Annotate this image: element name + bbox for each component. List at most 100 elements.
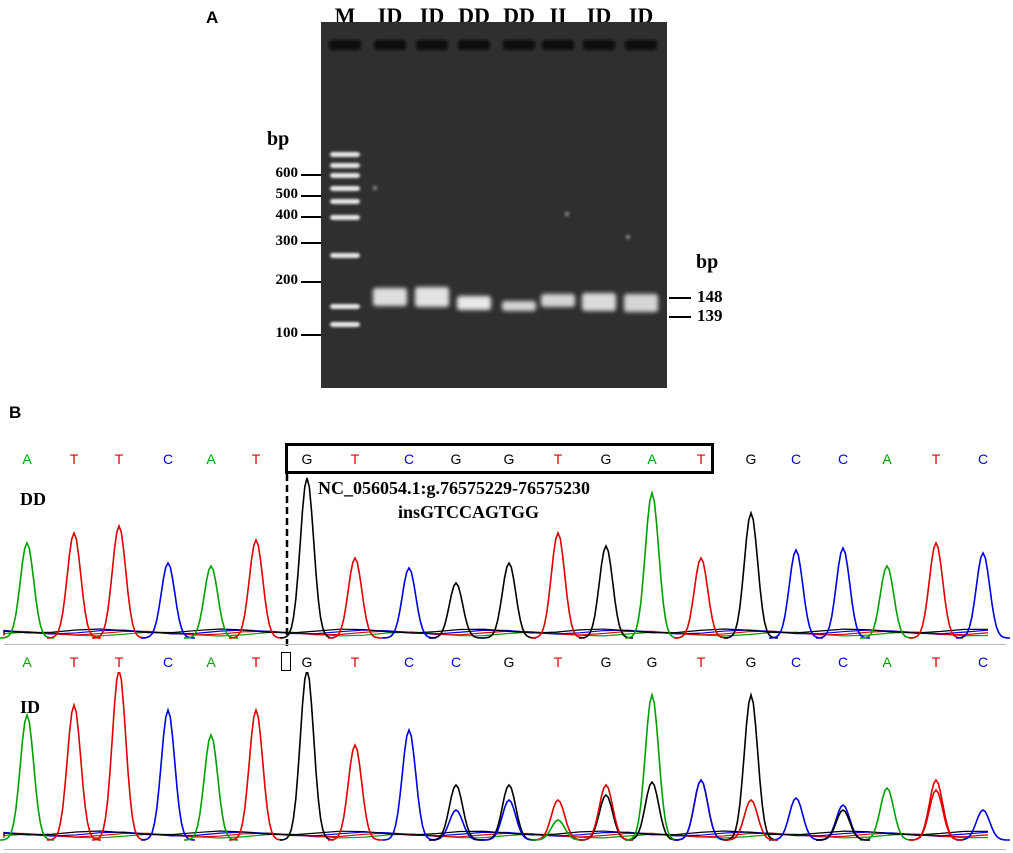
- ladder-tick-400: [301, 216, 321, 218]
- well-7: [625, 40, 657, 50]
- ladder-label-400: 400: [275, 207, 299, 223]
- ladder-tick-500: [301, 195, 321, 197]
- base-top-9: G: [450, 451, 462, 467]
- base-top-15: G: [745, 451, 757, 467]
- secondary-peak-bottom-2: [531, 819, 585, 841]
- peak-bottom-8: [381, 727, 437, 841]
- base-bottom-20: C: [977, 654, 989, 670]
- base-bottom-12: G: [600, 654, 612, 670]
- base-bottom-19: T: [931, 654, 941, 670]
- peak-bottom-4: [183, 732, 239, 841]
- base-bottom-3: C: [162, 654, 174, 670]
- baseline-trace-top-1: [3, 630, 989, 636]
- right-unit-label: bp: [696, 251, 719, 273]
- peak-top-4: [183, 564, 239, 639]
- ladder-band-1: [330, 163, 360, 168]
- baseline-trace-top-2: [3, 629, 989, 635]
- ladder-label-100: 100: [275, 325, 299, 341]
- peak-top-8: [381, 566, 437, 639]
- peak-top-20: [955, 551, 1011, 639]
- peak-top-15: [723, 510, 779, 639]
- peak-top-1: [46, 530, 102, 639]
- base-bottom-5: T: [251, 654, 261, 670]
- secondary-peak-bottom-7: [816, 808, 870, 841]
- peak-bottom-13: [624, 780, 680, 841]
- ladder-band-4: [330, 199, 360, 204]
- secondary-peak-bottom-1: [482, 798, 536, 841]
- sample-band-0: [373, 288, 407, 306]
- peak-top-7: [327, 556, 383, 639]
- tick-139: [669, 316, 691, 318]
- insertion-box: [285, 443, 714, 474]
- genotype-label-dd: DD: [20, 489, 46, 509]
- peak-bottom-1: [46, 702, 102, 841]
- gel-image: [321, 22, 667, 388]
- secondary-peak-bottom-0: [428, 783, 484, 841]
- gel-speck-1: [564, 211, 570, 217]
- peak-top-3: [140, 561, 196, 639]
- secondary-peak-bottom-5: [673, 778, 729, 841]
- peak-bottom-5: [228, 707, 284, 841]
- peak-top-0: [0, 540, 55, 639]
- peak-top-16: [768, 548, 824, 639]
- chromatogram-id: [0, 672, 1010, 841]
- baseline-trace-bottom-2: [3, 831, 989, 837]
- peak-top-19: [908, 540, 964, 639]
- well-1: [374, 40, 406, 50]
- ladder-tick-300: [301, 242, 321, 244]
- well-6: [583, 40, 615, 50]
- ladder-band-7: [330, 304, 360, 309]
- tick-148: [669, 297, 691, 299]
- peak-bottom-7: [327, 742, 383, 841]
- base-top-4: A: [206, 451, 216, 467]
- base-top-19: T: [931, 451, 941, 467]
- annotation-line-1: NC_056054.1:g.76575229-76575230: [318, 478, 590, 498]
- ladder-band-3: [330, 186, 360, 191]
- well-3: [458, 40, 490, 50]
- base-top-20: C: [977, 451, 989, 467]
- ladder-unit-label: bp: [267, 128, 290, 150]
- base-bottom-11: T: [553, 654, 563, 670]
- peak-top-10: [481, 561, 537, 639]
- track-separator-bottom: [4, 849, 1006, 850]
- dashed-connector: [285, 474, 289, 648]
- base-top-11: T: [553, 451, 563, 467]
- base-bottom-0: A: [22, 654, 32, 670]
- base-bottom-13: G: [646, 654, 658, 670]
- peak-top-6: [279, 477, 335, 639]
- peak-bottom-6: [279, 672, 335, 841]
- ladder-band-5: [330, 215, 360, 220]
- base-bottom-8: C: [403, 654, 415, 670]
- gel-speck-0: [372, 185, 378, 191]
- base-bottom-14: T: [696, 654, 706, 670]
- base-top-17: C: [837, 451, 849, 467]
- peak-bottom-0: [0, 712, 55, 841]
- base-top-7: T: [350, 451, 360, 467]
- genotype-label-id: ID: [20, 697, 41, 717]
- gel-speck-2: [625, 234, 631, 240]
- peak-bottom-20: [956, 808, 1010, 841]
- peak-top-9: [428, 581, 484, 639]
- sample-band-4: [541, 294, 575, 307]
- secondary-peak-bottom-8: [908, 788, 964, 841]
- sample-band-1: [415, 287, 449, 307]
- sample-band-6: [624, 294, 658, 312]
- panel-a-label: A: [206, 8, 219, 27]
- peak-top-18: [859, 564, 915, 639]
- base-bottom-4: A: [206, 654, 216, 670]
- peak-bottom-2: [91, 672, 147, 841]
- base-top-14: T: [696, 451, 706, 467]
- sample-band-2: [457, 296, 491, 310]
- base-top-13: A: [647, 451, 657, 467]
- baseline-trace-bottom-3: [3, 830, 989, 836]
- sample-band-3: [502, 301, 536, 311]
- lane-label-5: II: [549, 3, 567, 28]
- ladder-band-8: [330, 322, 360, 327]
- base-top-16: C: [790, 451, 802, 467]
- base-bottom-6: G: [301, 654, 313, 670]
- ladder-band-6: [330, 253, 360, 258]
- base-bottom-2: T: [114, 654, 124, 670]
- well-0: [329, 40, 361, 50]
- well-4: [503, 40, 535, 50]
- chromatogram-dd: [0, 477, 1011, 639]
